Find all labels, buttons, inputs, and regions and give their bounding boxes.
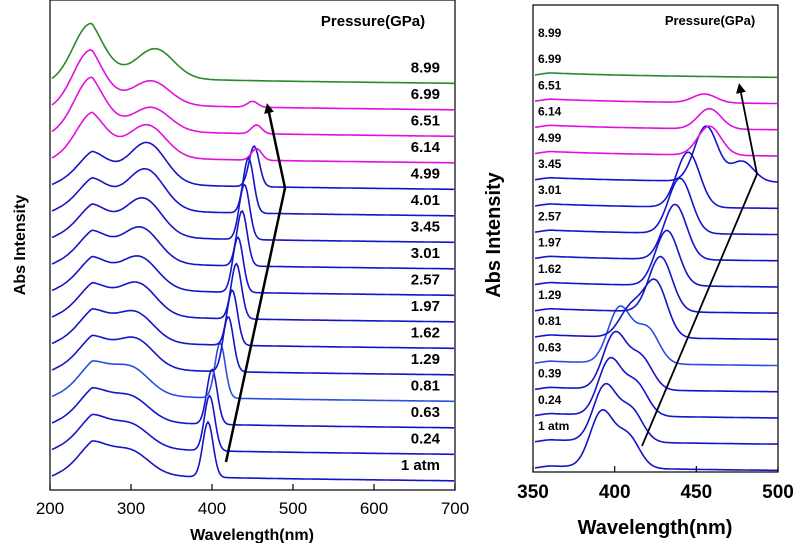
left-series-line-4 bbox=[51, 316, 454, 376]
left-series-line-11 bbox=[51, 141, 454, 191]
left-x-tick-label-3: 500 bbox=[279, 499, 307, 518]
left-series-label-8: 3.01 bbox=[411, 245, 440, 262]
right-series-label-6: 1.62 bbox=[538, 262, 562, 276]
right-plot-frame bbox=[532, 4, 779, 473]
left-x-tick-label-5: 700 bbox=[441, 499, 469, 518]
right-series-line-4 bbox=[534, 305, 779, 367]
right-series-label-3: 0.63 bbox=[538, 340, 562, 354]
left-series-line-3 bbox=[51, 341, 454, 403]
right-series-label-5: 1.29 bbox=[538, 288, 562, 302]
left-panel: 1 atm 0.24 0.63 0.81 1.29 1.62 1.97 2.57 3.01 3.4… bbox=[12, 0, 469, 544]
left-series-line-9 bbox=[51, 183, 454, 244]
left-series-label-2: 0.63 bbox=[411, 404, 440, 421]
left-series-line-8 bbox=[51, 210, 454, 270]
left-series-label-1: 0.24 bbox=[411, 431, 441, 448]
left-series-line-6 bbox=[51, 262, 454, 323]
left-series-label-15: 8.99 bbox=[411, 60, 440, 77]
right-panel: 1 atm 0.24 0.39 0.63 0.81 1.29 1.62 1.97 2.57 3.0… bbox=[483, 4, 794, 539]
right-x-tick-label-3: 500 bbox=[762, 482, 794, 503]
right-series-line-1 bbox=[534, 382, 779, 445]
left-series-line-12 bbox=[51, 111, 454, 164]
right-series-line-12 bbox=[534, 125, 779, 157]
right-series-line-14 bbox=[534, 93, 779, 105]
left-pressure-title: Pressure(GPa) bbox=[321, 13, 425, 30]
right-series-label-4: 0.81 bbox=[538, 314, 562, 328]
left-series-label-4: 1.29 bbox=[411, 351, 440, 368]
right-series-label-7: 1.97 bbox=[538, 236, 562, 250]
right-shift-arrow bbox=[641, 83, 758, 447]
left-x-tick-label-2: 400 bbox=[198, 499, 226, 518]
right-series-label-15: 8.99 bbox=[538, 26, 562, 40]
right-series-line-15 bbox=[534, 72, 779, 79]
right-series-line-11 bbox=[534, 125, 779, 183]
left-y-axis-title: Abs Intensity bbox=[12, 195, 29, 296]
right-series-line-8 bbox=[534, 203, 779, 262]
left-series-line-14 bbox=[51, 49, 454, 111]
left-series-label-14: 6.99 bbox=[411, 86, 440, 103]
right-x-tick-label-0: 350 bbox=[517, 482, 549, 503]
right-series-label-13: 6.51 bbox=[538, 78, 562, 92]
left-series-label-11: 4.99 bbox=[411, 166, 440, 183]
right-series-label-8: 2.57 bbox=[538, 209, 562, 223]
left-x-tick-label-4: 600 bbox=[360, 499, 388, 518]
left-series-label-0: 1 atm bbox=[401, 457, 440, 474]
right-x-axis-title: Wavelength(nm) bbox=[578, 517, 733, 539]
left-series-line-13 bbox=[51, 76, 454, 138]
right-series-label-1: 0.24 bbox=[538, 393, 562, 407]
left-series-label-3: 0.81 bbox=[411, 378, 440, 395]
right-series-label-9: 3.01 bbox=[538, 183, 562, 197]
left-series-line-2 bbox=[51, 368, 454, 429]
right-pressure-title: Pressure(GPa) bbox=[665, 13, 755, 28]
right-series-label-12: 6.14 bbox=[538, 105, 562, 119]
left-series-line-15 bbox=[51, 22, 454, 85]
left-pressure-labels: 1 atm 0.24 0.63 0.81 1.29 1.62 1.97 2.57 3.01 3.4… bbox=[401, 60, 441, 475]
left-series-label-9: 3.45 bbox=[411, 219, 440, 236]
right-series-label-2: 0.39 bbox=[538, 367, 562, 381]
right-series-line-13 bbox=[534, 107, 779, 131]
left-series-label-12: 6.14 bbox=[411, 139, 441, 156]
right-y-axis-title: Abs Intensity bbox=[483, 171, 505, 297]
left-curves bbox=[51, 22, 454, 482]
right-series-label-11: 4.99 bbox=[538, 131, 562, 145]
right-series-line-9 bbox=[534, 177, 779, 236]
left-x-tick-label-1: 300 bbox=[117, 499, 145, 518]
left-series-line-0 bbox=[51, 420, 454, 482]
right-series-line-10 bbox=[534, 151, 779, 210]
right-pressure-labels: 1 atm 0.24 0.39 0.63 0.81 1.29 1.62 1.97 2.57 3.0… bbox=[538, 26, 569, 433]
left-series-line-7 bbox=[51, 235, 454, 297]
left-plot-frame bbox=[49, 0, 456, 491]
left-series-line-10 bbox=[51, 156, 454, 217]
right-series-line-0 bbox=[534, 408, 779, 472]
right-series-line-5 bbox=[534, 278, 779, 341]
left-shift-arrow bbox=[224, 103, 287, 463]
right-x-tick-label-1: 400 bbox=[599, 482, 631, 503]
right-series-label-14: 6.99 bbox=[538, 52, 562, 66]
right-series-line-7 bbox=[534, 229, 779, 288]
right-series-line-3 bbox=[534, 330, 779, 393]
right-x-tick-label-2: 450 bbox=[680, 482, 712, 503]
left-series-label-5: 1.62 bbox=[411, 325, 440, 342]
right-curves bbox=[534, 72, 779, 472]
left-series-label-13: 6.51 bbox=[411, 113, 440, 130]
left-series-label-7: 2.57 bbox=[411, 272, 440, 289]
left-series-line-5 bbox=[51, 288, 454, 350]
left-series-label-6: 1.97 bbox=[411, 298, 440, 315]
right-series-label-10: 3.45 bbox=[538, 157, 562, 171]
left-x-tick-label-0: 200 bbox=[36, 499, 64, 518]
right-x-ticks: 350 400 450 500 bbox=[517, 466, 794, 503]
left-series-label-10: 4.01 bbox=[411, 192, 440, 209]
right-series-line-6 bbox=[534, 255, 779, 314]
left-x-axis-title: Wavelength(nm) bbox=[190, 527, 314, 543]
left-series-line-1 bbox=[51, 394, 454, 456]
right-series-label-0: 1 atm bbox=[538, 419, 569, 433]
left-x-ticks: 200 300 400 500 600 700 bbox=[36, 484, 469, 518]
